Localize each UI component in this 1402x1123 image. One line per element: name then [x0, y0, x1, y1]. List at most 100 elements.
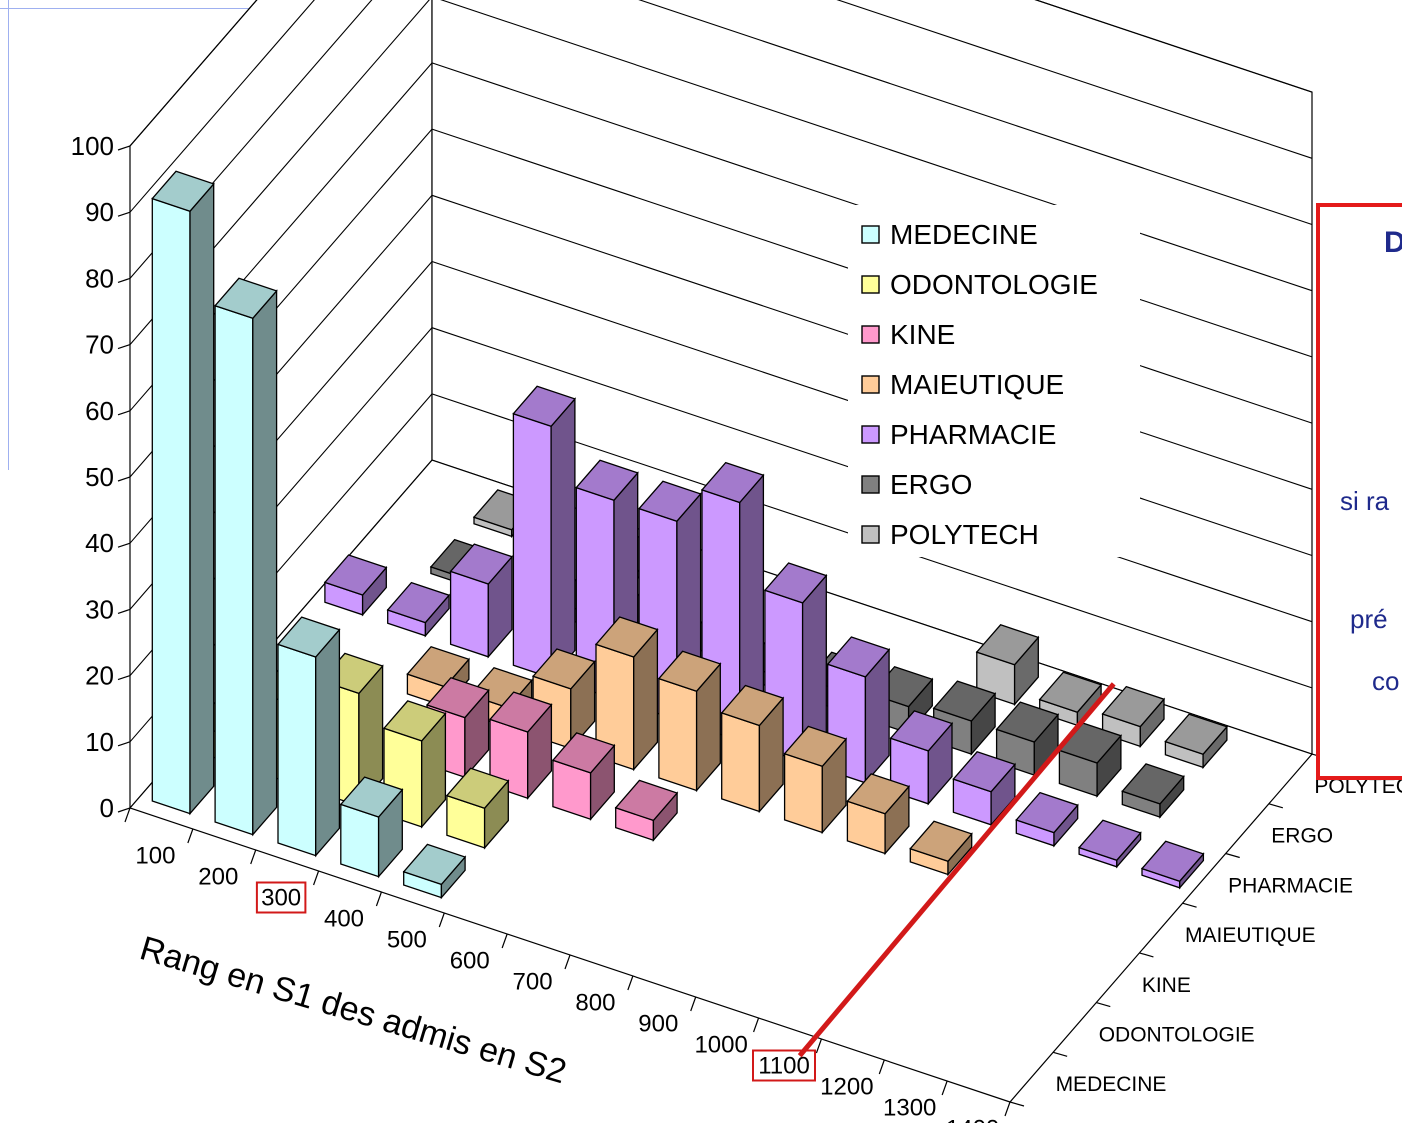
- bar-maieutique: [909, 820, 973, 877]
- x-axis: 1002003004005006007008009001000110012001…: [124, 807, 1011, 1123]
- series-tick: [1096, 1002, 1111, 1008]
- z-tick-label: 80: [85, 263, 114, 293]
- x-tick: [313, 870, 320, 886]
- series-tick-label: ODONTOLOGIE: [1099, 1023, 1255, 1046]
- bar-polytech: [1101, 685, 1166, 749]
- bar-pharmacie: [1077, 819, 1142, 869]
- bar-side: [315, 627, 341, 858]
- bar-top: [445, 767, 510, 809]
- x-label-highlight: [752, 1049, 816, 1082]
- bar-top: [339, 776, 404, 818]
- bar-side: [550, 397, 576, 680]
- bar-top: [1015, 791, 1079, 834]
- legend-label: MEDECINE: [890, 219, 1038, 250]
- z-tick: [117, 277, 131, 283]
- bar-pharmacie: [952, 751, 1017, 827]
- x-tick: [250, 849, 257, 865]
- bar-side: [189, 182, 215, 816]
- bar-maieutique: [846, 773, 911, 856]
- bar-top: [488, 691, 553, 733]
- bar-top: [1038, 671, 1103, 713]
- bar-top: [151, 170, 215, 212]
- bar-medecine: [213, 277, 278, 837]
- x-tick: [501, 933, 508, 949]
- series-tick: [1182, 902, 1197, 908]
- x-tick: [815, 1038, 822, 1054]
- series-tick-label: PHARMACIE: [1228, 874, 1353, 897]
- z-tick-label: 10: [85, 727, 114, 757]
- side-note-box: [1316, 203, 1402, 780]
- bar-front: [277, 643, 317, 857]
- z-tick: [117, 608, 131, 614]
- slide-frame-decoration: [0, 0, 9, 470]
- z-tick-label: 20: [85, 661, 114, 691]
- x-tick: [627, 975, 634, 991]
- z-tick-label: 40: [85, 528, 114, 558]
- bar-top: [614, 779, 679, 822]
- bar-front: [721, 711, 761, 813]
- bar-polytech: [975, 624, 1040, 707]
- z-tick: [117, 476, 131, 482]
- bar-top: [783, 725, 848, 768]
- bar-side: [252, 289, 278, 837]
- x-label-highlight: [255, 881, 307, 914]
- gridline: [129, 0, 1313, 345]
- bar-top: [323, 554, 388, 596]
- legend-label: POLYTECH: [890, 519, 1039, 550]
- bars: [151, 170, 1229, 900]
- z-tick: [117, 211, 131, 217]
- bar-ergo: [1058, 722, 1123, 798]
- legend-label: MAIEUTIQUE: [890, 369, 1064, 400]
- gridline: [129, 0, 1313, 147]
- bar-top: [826, 636, 891, 678]
- x-tick: [878, 1059, 885, 1075]
- x-tick: [187, 828, 194, 844]
- bar-top: [531, 648, 596, 690]
- bar-maieutique: [657, 650, 722, 793]
- x-tick-label: 1400: [946, 1116, 999, 1123]
- bar-top: [763, 562, 828, 604]
- x-tick: [124, 807, 131, 823]
- bar-top: [402, 843, 467, 886]
- bar-top: [449, 543, 514, 585]
- slide-frame-line: [0, 8, 338, 9]
- bar-top: [952, 751, 1017, 793]
- x-tick: [375, 891, 382, 907]
- z-tick-label: 30: [85, 594, 114, 624]
- bar-top: [700, 461, 765, 504]
- series-tick: [1052, 1051, 1068, 1057]
- x-tick-label: 700: [513, 969, 553, 996]
- bar-top: [425, 676, 490, 719]
- bar-polytech: [1164, 713, 1229, 770]
- gridline: [129, 0, 1313, 213]
- bar-top: [386, 581, 451, 624]
- x-tick: [438, 912, 445, 928]
- bar-medecine: [151, 170, 215, 816]
- bar-kine: [614, 779, 679, 842]
- x-tick-label: 100: [135, 843, 175, 870]
- bar-pharmacie: [1015, 791, 1079, 848]
- bar-top: [213, 277, 278, 320]
- series-tick: [1225, 852, 1240, 859]
- x-tick-label: 1300: [883, 1095, 936, 1122]
- gridline: [129, 0, 1313, 279]
- legend-swatch: [861, 275, 880, 294]
- bar-front: [512, 412, 552, 679]
- legend: MEDECINE ODONTOLOGIE KINE MAIEUTIQUE PHARMAC…: [848, 205, 1140, 557]
- bar-front: [151, 197, 191, 815]
- legend-swatch: [861, 425, 880, 444]
- series-tick: [1139, 952, 1154, 958]
- bar-top: [657, 650, 722, 692]
- bar-pharmacie: [512, 385, 577, 680]
- bar-top: [637, 480, 702, 522]
- legend-swatch: [861, 525, 880, 544]
- bar-top: [575, 459, 639, 501]
- x-tick: [941, 1080, 948, 1096]
- x-tick: [753, 1017, 760, 1033]
- z-tick: [117, 145, 131, 151]
- x-tick: [690, 996, 697, 1012]
- x-tick-label: 300: [261, 885, 301, 912]
- bar-pharmacie: [386, 581, 451, 638]
- bar-medecine: [339, 776, 404, 879]
- z-tick: [117, 741, 131, 747]
